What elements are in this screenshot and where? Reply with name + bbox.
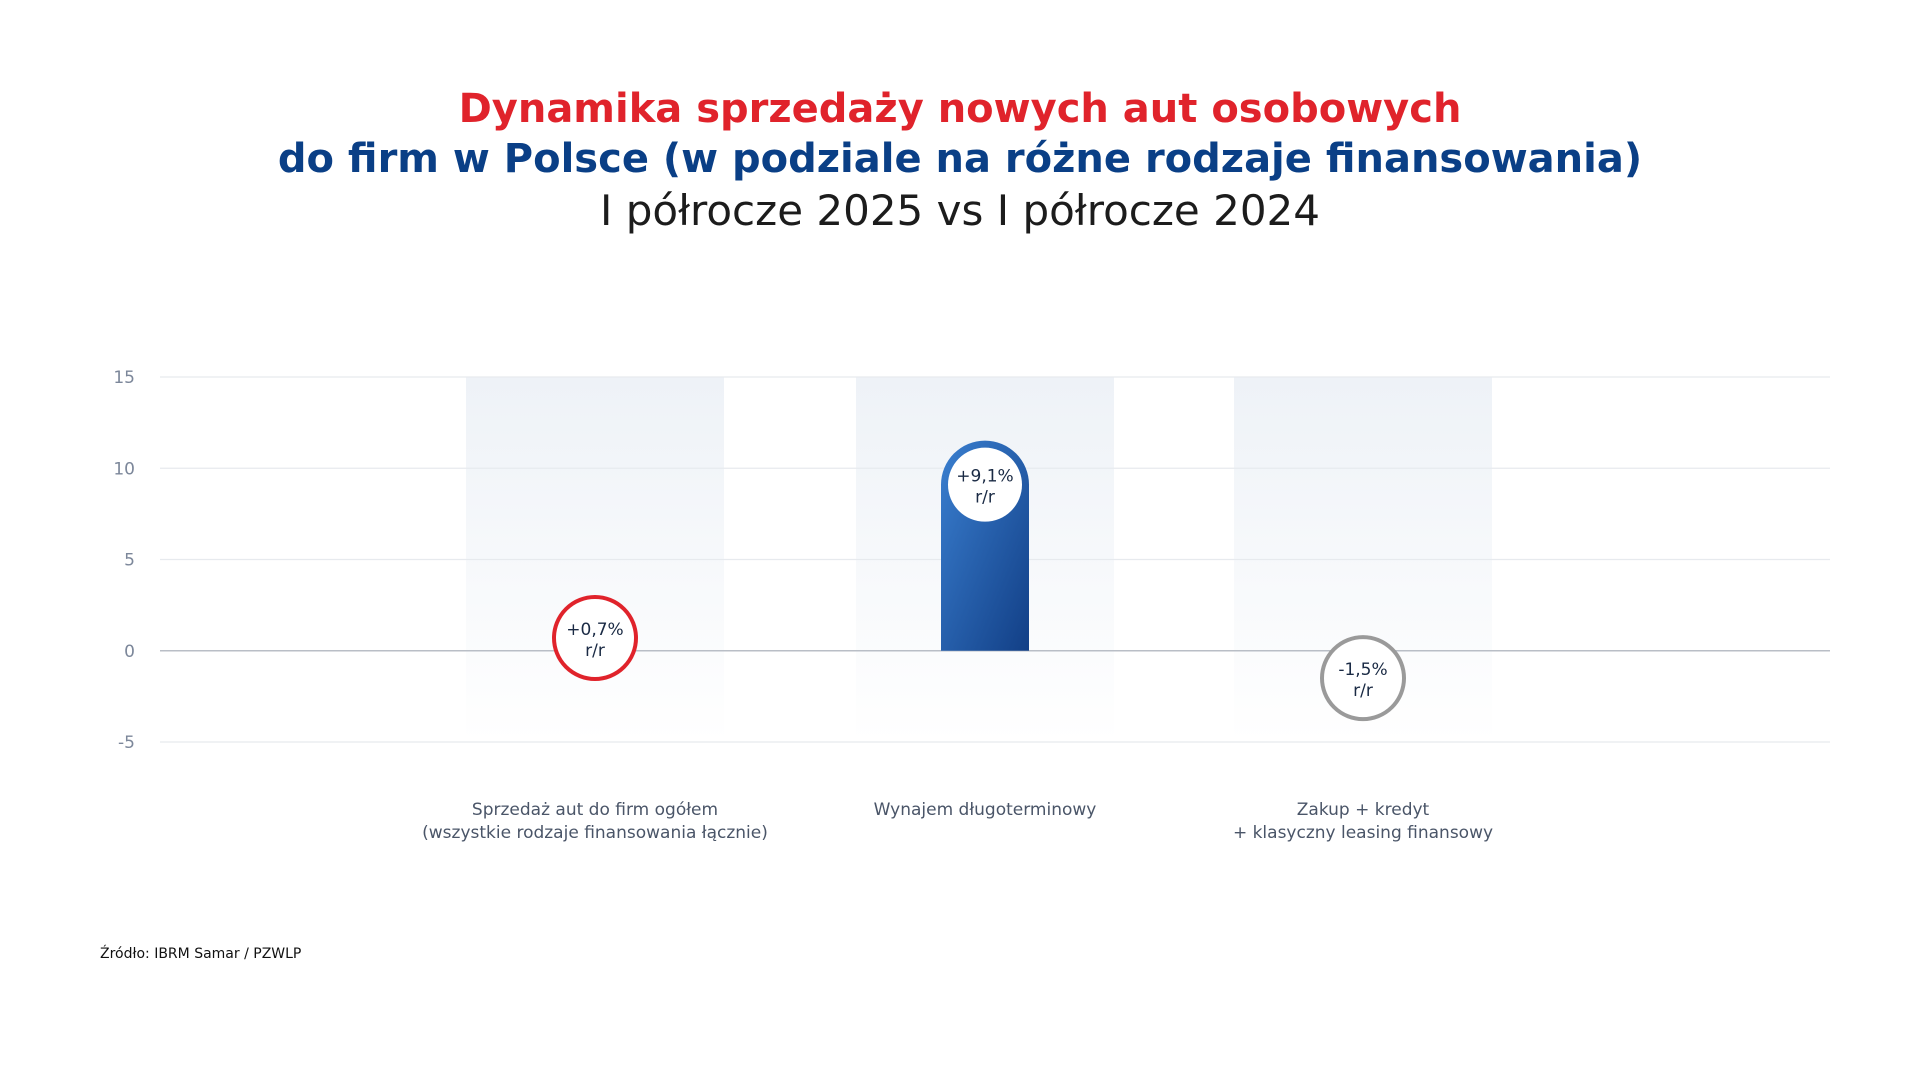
chart-title-block: Dynamika sprzedaży nowych aut osobowych …	[0, 84, 1920, 238]
chart-title-line2: do firm w Polsce (w podziale na różne ro…	[277, 136, 1643, 182]
data-label: +9,1%	[956, 467, 1013, 487]
value-marker	[552, 594, 638, 681]
x-category-label: Sprzedaż aut do firm ogółem	[472, 800, 718, 820]
y-tick-label: 15	[113, 368, 135, 388]
y-tick-label: 5	[124, 551, 135, 571]
y-tick-label: 10	[113, 459, 135, 479]
data-label-unit: r/r	[975, 488, 995, 508]
source-note: Źródło: IBRM Samar / PZWLP	[100, 946, 302, 962]
data-label-unit: r/r	[1353, 681, 1373, 701]
data-label-unit: r/r	[585, 641, 605, 661]
value-marker	[1320, 635, 1406, 722]
x-category-label: + klasyczny leasing finansowy	[1233, 823, 1493, 843]
data-label: +0,7%	[566, 620, 623, 640]
chart-subtitle: I półrocze 2025 vs I półrocze 2024	[599, 186, 1320, 235]
data-label: -1,5%	[1338, 660, 1387, 680]
value-marker	[948, 447, 1022, 522]
x-category-label: Wynajem długoterminowy	[874, 800, 1097, 820]
y-tick-label: 0	[124, 642, 135, 662]
x-category-label: (wszystkie rodzaje finansowania łącznie)	[422, 823, 768, 843]
x-category-label: Zakup + kredyt	[1297, 800, 1430, 820]
chart-title-line1: Dynamika sprzedaży nowych aut osobowych	[458, 86, 1462, 132]
y-tick-label: -5	[118, 733, 135, 753]
